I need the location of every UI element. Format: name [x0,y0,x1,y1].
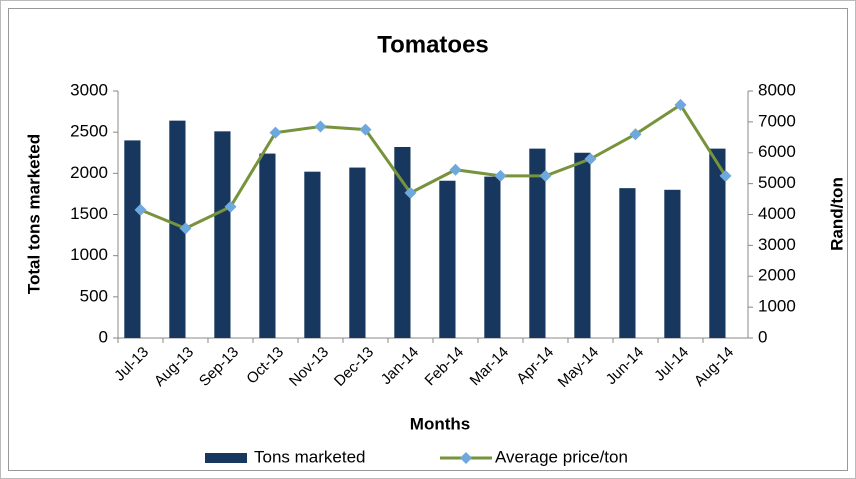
chart-border [8,8,848,471]
bar [349,167,366,338]
legend-label: Average price/ton [495,447,628,466]
marker [179,222,192,235]
y2-tick-label: 7000 [758,111,796,130]
bar [304,171,321,338]
marker [449,163,462,176]
bar [709,148,726,338]
line [139,102,727,231]
bar [664,189,681,338]
y2-tick-label: 2000 [758,266,796,285]
bar [214,131,231,338]
marker [629,128,642,141]
marker [584,152,597,165]
bar [124,140,141,338]
marker [539,169,552,182]
y2-tick-label: 5000 [758,173,796,192]
y-tick-label: 1000 [70,245,108,264]
bar [259,153,276,338]
y2-tick-label: 6000 [758,142,796,161]
y-tick-label: 2000 [70,163,108,182]
y-tick-label: 2500 [70,122,108,141]
y2-tick-label: 4000 [758,204,796,223]
marker [224,200,237,213]
marker [134,203,147,216]
y2-axis-label: Rand/ton [827,177,846,251]
y2-tick-label: 1000 [758,297,796,316]
chart-title: Tomatoes [377,31,489,58]
marker [314,120,327,133]
legend-marker [460,452,472,464]
y-axis-label: Total tons marketed [24,134,43,294]
bar [574,152,591,338]
marker [494,169,507,182]
marker [404,186,417,199]
y-tick-label: 0 [99,327,108,346]
marker [269,126,282,139]
marker [674,98,687,111]
bar [619,188,636,338]
legend-swatch [205,453,247,463]
marker [719,169,732,182]
bar [529,148,546,338]
y-tick-label: 500 [80,286,108,305]
y-tick-label: 3000 [70,80,108,99]
y2-tick-label: 3000 [758,235,796,254]
bar [439,180,456,338]
bar [484,176,501,338]
y2-tick-label: 0 [758,327,767,346]
x-axis-label: Months [410,414,470,433]
marker [359,123,372,136]
bar [169,120,186,338]
y2-tick-label: 8000 [758,80,796,99]
legend-label: Tons marketed [254,447,366,466]
y-tick-label: 1500 [70,204,108,223]
